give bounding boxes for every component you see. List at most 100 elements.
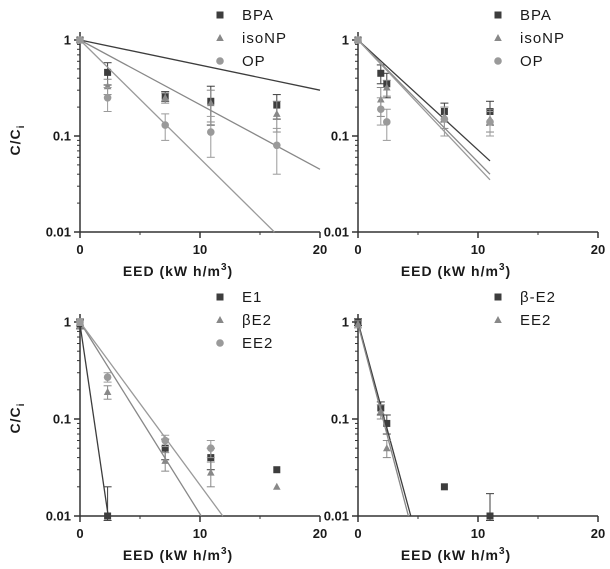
legend-marker [216, 57, 224, 65]
data-point [207, 468, 215, 476]
data-point [76, 318, 84, 326]
data-point [377, 407, 385, 415]
data-point [354, 36, 362, 44]
data-point [440, 483, 448, 491]
series-isoNP [354, 36, 494, 175]
y-tick-label: 0.1 [331, 129, 349, 144]
x-axis-title: EED (kW h/m3) [123, 546, 233, 563]
legend-marker [494, 34, 502, 41]
legend-marker [216, 34, 224, 41]
series-β-E2 [354, 318, 494, 521]
fit-line [79, 321, 202, 517]
legend: β-E2 EE2 [494, 289, 556, 329]
data-point [486, 512, 494, 520]
data-point [161, 444, 169, 452]
data-point [354, 320, 362, 328]
y-tick-label: 0.01 [46, 225, 71, 240]
series-BPA [76, 36, 321, 126]
legend: E1 βE2 EE2 [216, 289, 272, 352]
x-tick-label: 10 [471, 526, 485, 541]
legend: BPA isoNP OP [494, 7, 565, 70]
x-tick-label: 20 [591, 242, 605, 257]
x-tick-label: 0 [354, 526, 361, 541]
data-point [273, 466, 281, 474]
legend-label: isoNP [242, 30, 287, 47]
fit-line [79, 39, 321, 170]
legend-label: OP [242, 53, 266, 70]
data-point [207, 128, 215, 136]
y-tick-label: 0.1 [53, 412, 71, 427]
legend-label: BPA [242, 7, 274, 24]
x-axis-title: EED (kW h/m3) [401, 262, 511, 279]
x-tick-label: 0 [76, 242, 83, 257]
x-tick-label: 10 [193, 242, 207, 257]
data-point [440, 115, 449, 123]
series-OP [354, 36, 494, 181]
y-tick-label: 1 [64, 315, 71, 330]
fit-line [357, 39, 491, 162]
data-point [104, 512, 112, 520]
y-axis-title: C/Ci [7, 125, 27, 156]
series-OP [76, 36, 281, 233]
data-point [273, 109, 281, 117]
data-point [383, 444, 391, 452]
fit-line [79, 324, 109, 517]
x-axis-title: EED (kW h/m3) [123, 262, 233, 279]
legend-marker [216, 339, 224, 347]
data-point [161, 121, 169, 129]
legend-marker [216, 293, 224, 301]
y-tick-label: 1 [342, 33, 349, 48]
x-axis-title: EED (kW h/m3) [401, 546, 511, 563]
fit-line [357, 323, 410, 517]
x-tick-label: 20 [591, 526, 605, 541]
data-point [103, 373, 112, 381]
data-point [161, 93, 169, 101]
fit-line [79, 321, 224, 517]
legend-label: OP [520, 53, 544, 70]
data-point [383, 118, 391, 126]
y-axis-title: C/Ci [7, 403, 27, 434]
data-point [161, 436, 169, 445]
legend-label: isoNP [520, 30, 565, 47]
legend-marker [494, 11, 502, 19]
series-isoNP [76, 36, 321, 170]
legend-label: BPA [520, 7, 552, 24]
series-BPA [354, 36, 494, 162]
legend-marker [216, 11, 224, 19]
legend-marker [494, 293, 502, 301]
x-tick-label: 10 [193, 526, 207, 541]
x-tick-label: 20 [313, 526, 327, 541]
legend-label: β-E2 [520, 289, 556, 306]
fit-line [357, 39, 491, 181]
legend-label: EE2 [520, 312, 551, 329]
y-tick-label: 0.01 [324, 509, 349, 524]
data-point [273, 482, 281, 490]
x-tick-label: 10 [471, 242, 485, 257]
legend-marker [216, 316, 224, 323]
data-point [161, 456, 169, 464]
y-tick-label: 1 [342, 315, 349, 330]
data-point [207, 99, 215, 107]
data-point [486, 118, 494, 126]
fit-line [79, 39, 321, 91]
legend-marker [494, 57, 502, 65]
y-tick-label: 0.1 [331, 412, 349, 427]
data-point [104, 68, 112, 76]
data-point [207, 444, 215, 452]
legend-label: βE2 [242, 312, 272, 329]
series-EE2 [76, 318, 224, 517]
x-tick-label: 0 [354, 242, 361, 257]
legend: BPA isoNP OP [216, 7, 287, 70]
data-point [273, 141, 281, 150]
data-point [377, 69, 385, 77]
y-tick-label: 1 [64, 33, 71, 48]
y-tick-label: 0.1 [53, 129, 71, 144]
fit-line [79, 39, 275, 233]
legend-marker [494, 316, 502, 323]
series-EE2 [354, 320, 410, 517]
data-point [383, 419, 391, 427]
data-point [377, 105, 385, 114]
